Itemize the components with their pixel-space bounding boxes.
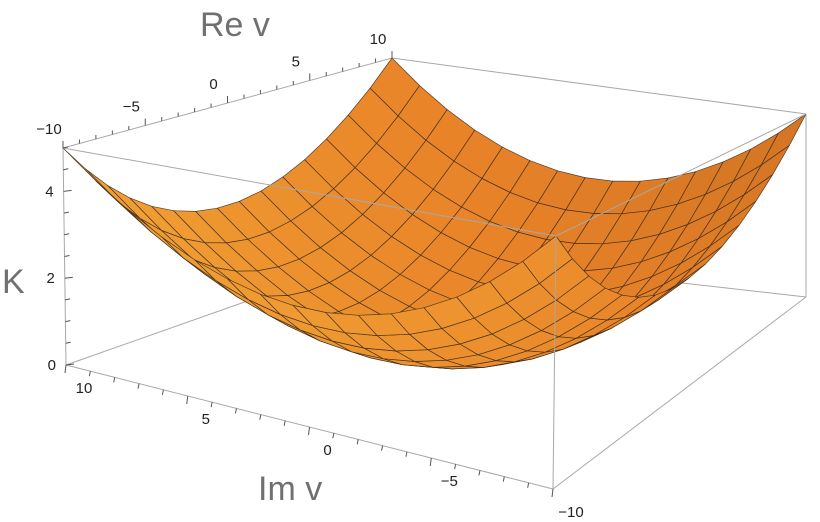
z-tick xyxy=(64,276,73,279)
z-tick xyxy=(65,298,71,301)
z-tick xyxy=(63,189,72,192)
z-tick-label: 0 xyxy=(48,357,56,374)
surface-patch xyxy=(522,235,573,284)
x-tick xyxy=(332,433,335,439)
z-tick xyxy=(65,363,75,366)
axes: −10 −5 0 5 10 10 5 0 −5 −10 0 2 4 xyxy=(36,31,583,521)
z-tick xyxy=(64,255,70,257)
x-tick xyxy=(186,395,189,405)
x-tick-label: −10 xyxy=(558,504,583,521)
x-tick xyxy=(381,445,384,451)
x-tick xyxy=(551,488,554,498)
x-tick xyxy=(429,457,432,467)
x-tick xyxy=(88,371,91,377)
x-tick xyxy=(113,377,116,383)
x-tick-label: −5 xyxy=(441,473,458,490)
ylabel: Re v xyxy=(200,6,270,44)
x-tick xyxy=(234,408,237,414)
x-tick xyxy=(137,383,140,389)
z-tick xyxy=(63,211,69,214)
surface xyxy=(62,57,807,370)
x-tick xyxy=(161,389,164,395)
x-tick-label: 0 xyxy=(323,442,331,459)
y-tick-label: 10 xyxy=(370,31,387,48)
y-tick-label: −10 xyxy=(36,121,61,138)
x-tick xyxy=(502,476,505,482)
z-tick xyxy=(65,320,71,323)
z-tick xyxy=(62,146,69,149)
z-tick xyxy=(65,341,71,344)
x-tick xyxy=(454,464,457,470)
xlabel: Im v xyxy=(258,470,322,508)
x-tick xyxy=(356,439,359,445)
x-tick-label: 10 xyxy=(76,380,93,397)
x-tick xyxy=(64,364,67,374)
zlabel: K xyxy=(2,263,25,301)
x-tick xyxy=(527,482,530,488)
x-tick-label: 5 xyxy=(202,411,210,428)
z-tick-label: 4 xyxy=(45,183,53,200)
z-tick xyxy=(64,233,70,236)
x-tick xyxy=(210,402,213,408)
z-tick xyxy=(63,168,69,171)
x-tick xyxy=(308,426,310,436)
x-tick xyxy=(405,451,408,457)
x-tick xyxy=(478,470,481,476)
z-tick-label: 2 xyxy=(46,270,54,287)
x-tick xyxy=(259,414,262,420)
y-tick-label: 5 xyxy=(292,54,300,71)
x-tick xyxy=(283,420,286,426)
y-tick-label: 0 xyxy=(209,76,217,93)
y-tick-label: −5 xyxy=(123,99,140,116)
